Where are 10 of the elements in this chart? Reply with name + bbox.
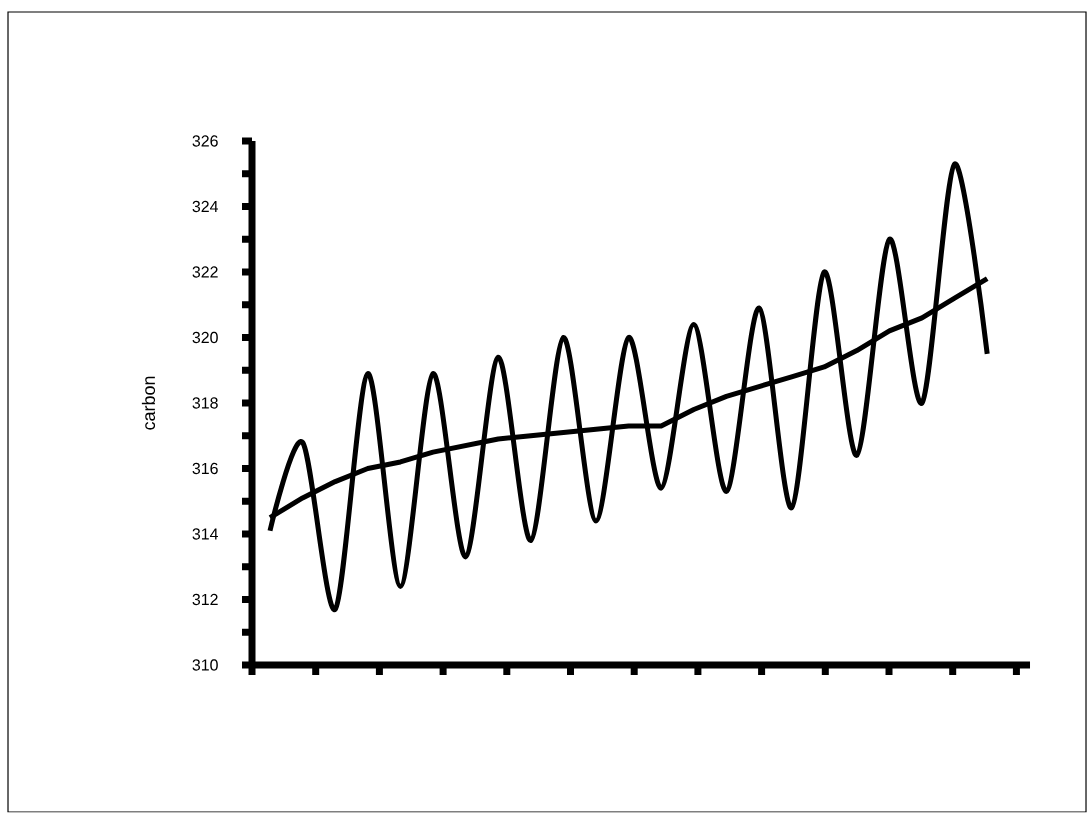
y-tick-label: 318 [192,397,218,409]
y-tick-label: 326 [192,135,218,147]
y-tick-label: 312 [192,594,218,606]
y-tick-label: 316 [192,463,218,475]
y-axis-title: carbon [141,376,156,430]
y-tick-label: 314 [192,528,218,540]
y-tick-label: 322 [192,266,218,278]
y-tick-label: 310 [192,659,218,671]
y-tick-label: 324 [192,201,218,213]
y-tick-label: 320 [192,332,218,344]
